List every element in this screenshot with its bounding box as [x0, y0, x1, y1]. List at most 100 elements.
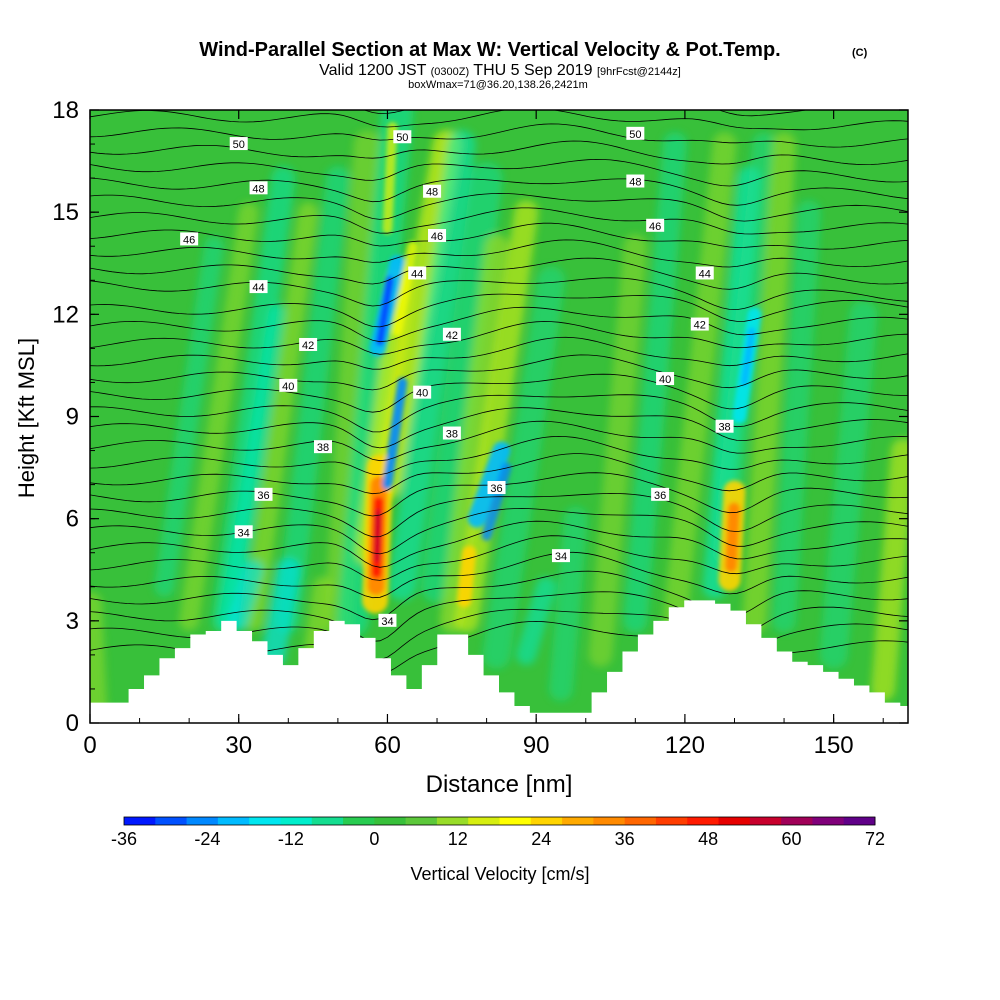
theta-contour	[90, 123, 908, 148]
theta-label-text: 46	[649, 221, 661, 233]
title-mark: (C)	[852, 47, 868, 59]
w-band	[548, 506, 588, 701]
colorbar-frame	[123, 816, 876, 826]
theta-contour	[90, 394, 908, 433]
theta-contour	[90, 407, 908, 449]
theta-label: 50	[229, 137, 248, 151]
colorbar-swatch	[217, 817, 250, 825]
theta-label: 50	[626, 126, 645, 141]
theta-label-bg	[229, 137, 248, 151]
w-core	[392, 241, 418, 337]
theta-label-text: 42	[694, 320, 706, 332]
theta-label: 42	[299, 337, 318, 352]
colorbar-tick-label: -12	[278, 829, 304, 849]
theta-label-bg	[180, 232, 199, 246]
theta-contour	[90, 354, 908, 391]
theta-label-text: 36	[490, 483, 502, 495]
x-tick-label: 0	[83, 732, 96, 759]
theta-label-bg	[249, 181, 268, 195]
theta-contour	[90, 520, 908, 568]
theta-label-bg	[690, 317, 709, 331]
subtitle-fcst: [9hrFcst@2144z]	[597, 66, 681, 78]
colorbar-swatch	[843, 817, 876, 825]
colorbar-tick-label: 24	[531, 829, 551, 849]
w-band	[323, 130, 382, 635]
colorbar-tick-label: -36	[111, 829, 137, 849]
theta-label-bg	[715, 419, 734, 433]
theta-label-bg	[626, 126, 645, 140]
theta-label: 46	[180, 232, 199, 246]
theta-label-text: 40	[416, 388, 428, 400]
theta-label-text: 48	[426, 187, 438, 199]
colorbar-swatch	[812, 817, 845, 825]
theta-label-bg	[626, 174, 645, 188]
w-core	[725, 502, 740, 573]
theta-label: 34	[234, 525, 253, 539]
w-core	[382, 122, 398, 235]
theta-label: 50	[393, 130, 412, 144]
colorbar-swatch	[186, 817, 219, 825]
theta-label-text: 34	[238, 527, 250, 539]
theta-label-text: 38	[317, 442, 329, 454]
w-core	[376, 276, 394, 346]
theta-labels: 50 48 46 44 42 40 38 36 34 50 48 46 44 42 40 38 36 34 34 50…	[180, 126, 734, 628]
theta-contour	[90, 306, 908, 343]
w-band	[454, 200, 539, 633]
theta-label-text: 46	[431, 231, 443, 243]
y-axis-label: Height [Kft MSL]	[14, 338, 39, 498]
theta-contour	[90, 492, 908, 538]
y-tick-label: 6	[66, 506, 79, 533]
x-tick-label: 150	[814, 732, 854, 759]
theta-label: 46	[646, 218, 665, 233]
colorbar-swatch	[280, 817, 313, 825]
theta-label: 40	[279, 378, 298, 393]
theta-contour	[90, 373, 908, 413]
colorbar-swatch	[436, 817, 469, 825]
colorbar-swatch	[718, 817, 751, 825]
colorbar-swatch	[343, 817, 375, 825]
theta-label: 36	[651, 487, 670, 502]
x-tick-label: 30	[225, 732, 252, 759]
w-core	[457, 545, 477, 608]
chart-subtitle: Valid 1200 JST (0300Z) THU 5 Sep 2019 [9…	[319, 62, 681, 79]
w-core	[374, 509, 381, 563]
theta-label: 44	[695, 266, 714, 280]
y-tick-label: 0	[66, 710, 79, 737]
theta-label: 38	[442, 426, 461, 441]
colorbar-tick-label: 48	[698, 829, 718, 849]
w-band	[482, 266, 566, 669]
terrain	[90, 600, 908, 723]
theta-label-text: 38	[446, 429, 458, 441]
colorbar-swatch	[311, 817, 344, 825]
theta-label-text: 42	[302, 340, 314, 352]
theta-label-bg	[408, 266, 427, 280]
w-band	[516, 576, 557, 665]
theta-label-text: 38	[718, 422, 730, 434]
theta-label-bg	[423, 184, 442, 198]
y-tick-label: 18	[52, 97, 79, 124]
theta-contour	[90, 551, 908, 599]
colorbar-swatch	[562, 817, 594, 825]
theta-label-bg	[299, 337, 318, 351]
w-band	[819, 300, 878, 669]
theta-label-text: 36	[654, 490, 666, 502]
colorbar-swatch	[124, 817, 156, 825]
plot-area: 50 48 46 44 42 40 38 36 34 50 48 46 44 42 40 38 36 34 34 50…	[90, 110, 908, 723]
theta-label-bg	[249, 280, 268, 294]
subtitle-date: THU 5 Sep 2019	[473, 62, 592, 79]
colorbar-tick-label: 72	[865, 829, 885, 849]
theta-label-bg	[413, 385, 432, 399]
w-core	[481, 462, 512, 541]
theta-label-text: 48	[252, 183, 264, 195]
theta-contour	[90, 207, 908, 235]
colorbar-swatch	[249, 817, 281, 825]
theta-label: 42	[690, 317, 709, 332]
theta-label-text: 44	[252, 282, 264, 294]
w-band	[276, 166, 350, 633]
colorbar-swatch	[405, 817, 438, 825]
theta-label: 36	[254, 487, 273, 502]
theta-label: 48	[249, 181, 268, 195]
theta-label-text: 40	[659, 374, 671, 386]
theta-label-bg	[651, 487, 670, 501]
colorbar-tick-label: 12	[448, 829, 468, 849]
